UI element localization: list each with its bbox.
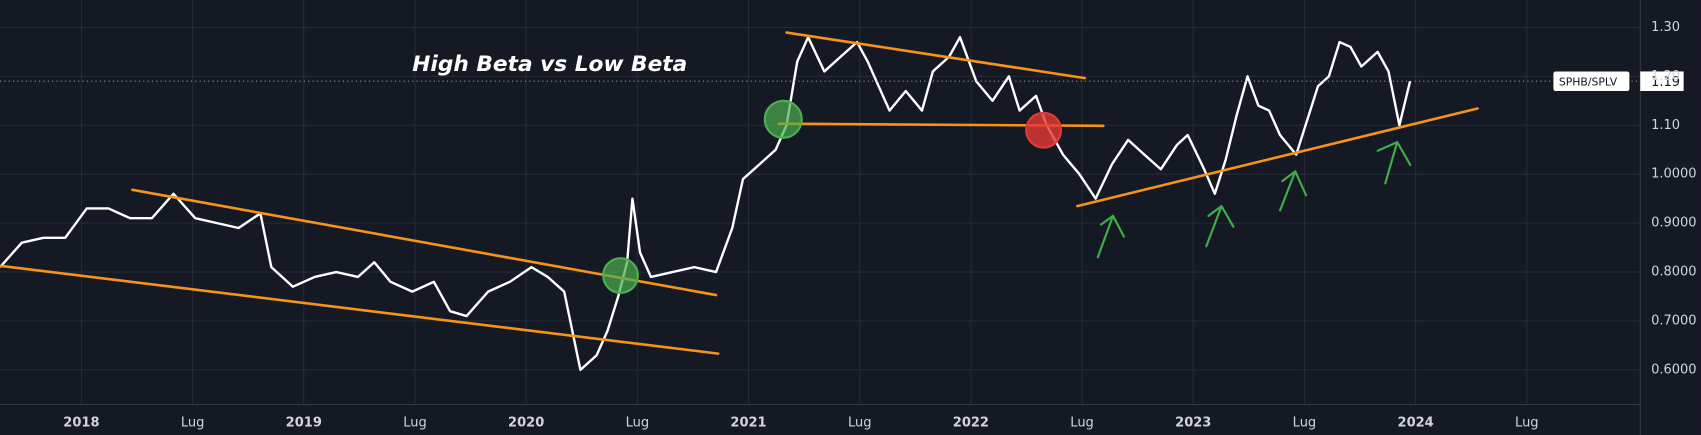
marker-circle [602,257,639,294]
series-line [0,35,1412,372]
chart-title: High Beta vs Low Beta [412,52,687,77]
x-tick-label: Lug [403,416,427,431]
x-tick-label: Lug [1070,416,1094,431]
trend-line [1075,107,1479,208]
x-tick-label: 2023 [1175,416,1211,431]
drawings [0,31,1479,355]
y-tick-label: 1.30 [1651,20,1680,35]
x-tick-label: Lug [1515,416,1539,431]
x-tick-label: Lug [626,416,650,431]
value-label: 1.19 [1651,75,1680,90]
x-tick-label: Lug [1293,416,1317,431]
x-tick-label: 2022 [953,416,989,431]
x-tick-label: Lug [181,416,205,431]
price-tag: SPHB/SPLV 1.19 [1553,71,1684,91]
y-tick-label: 0.9000 [1651,216,1697,231]
x-tick-label: 2018 [63,416,99,431]
x-tick-label: 2019 [286,416,322,431]
arrow [1376,141,1412,185]
y-tick-label: 1.10 [1651,118,1680,133]
arrow [1278,170,1308,212]
x-tick-label: 2021 [730,416,766,431]
tag-box [1640,71,1684,91]
y-tick-label: 1.0000 [1651,167,1697,182]
y-tick-label: 0.7000 [1651,313,1697,328]
x-tick-label: 2020 [508,416,544,431]
arrow [1205,205,1235,248]
y-tick-label: 0.6000 [1651,362,1697,377]
tag-box [1553,71,1630,91]
x-tick-label: 2024 [1398,416,1434,431]
arrow [1096,214,1125,259]
marker-circle [1025,111,1063,149]
legend-label: SPHB/SPLV [1559,75,1618,88]
trend-line [0,264,720,355]
series-layer [0,35,1641,372]
y-tick-label: 0.8000 [1651,265,1697,280]
grid [0,0,1641,405]
y-tick-label: 1.20 [1651,69,1680,84]
x-tick-label: Lug [848,416,872,431]
trend-line [785,31,1087,80]
marker-circle [763,99,803,139]
